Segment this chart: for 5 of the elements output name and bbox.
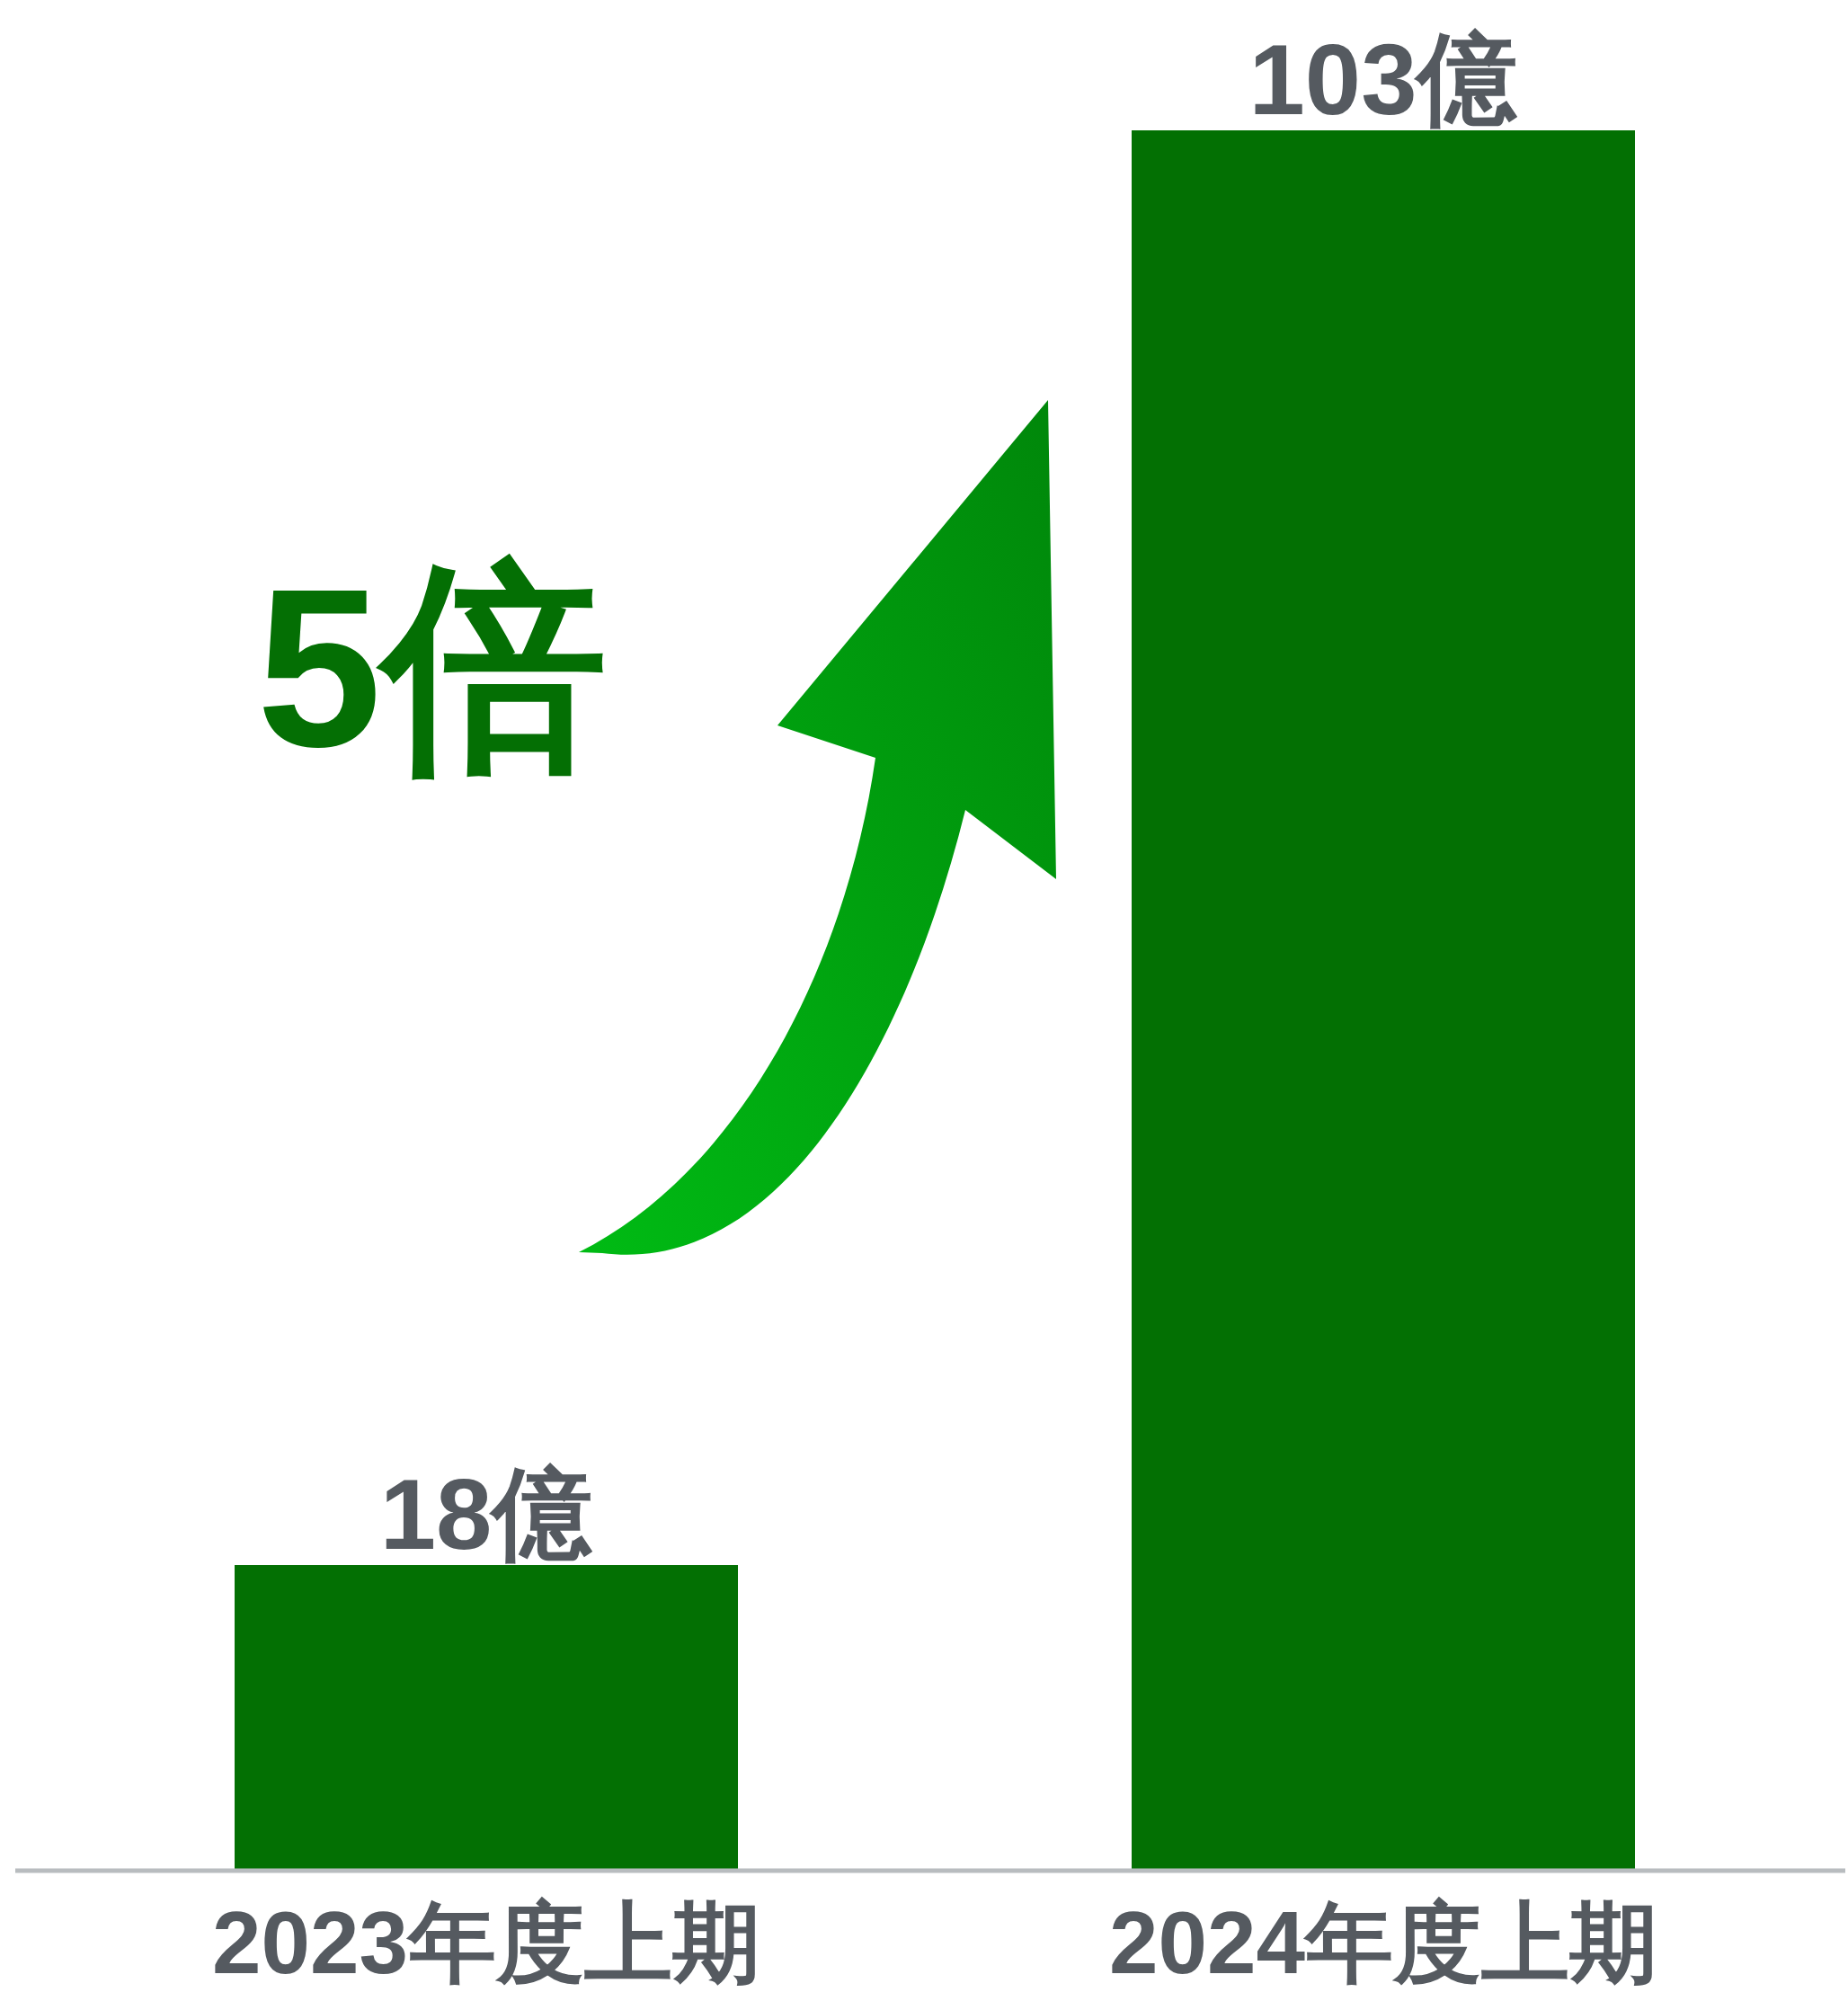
x-tick-label: 2024年度上期 <box>1108 1893 1658 1992</box>
data-label: 18億 <box>379 1458 594 1571</box>
x-tick-label: 2023年度上期 <box>211 1893 761 1992</box>
data-label: 103億 <box>1248 23 1519 136</box>
annotation: 5倍 <box>256 543 607 794</box>
